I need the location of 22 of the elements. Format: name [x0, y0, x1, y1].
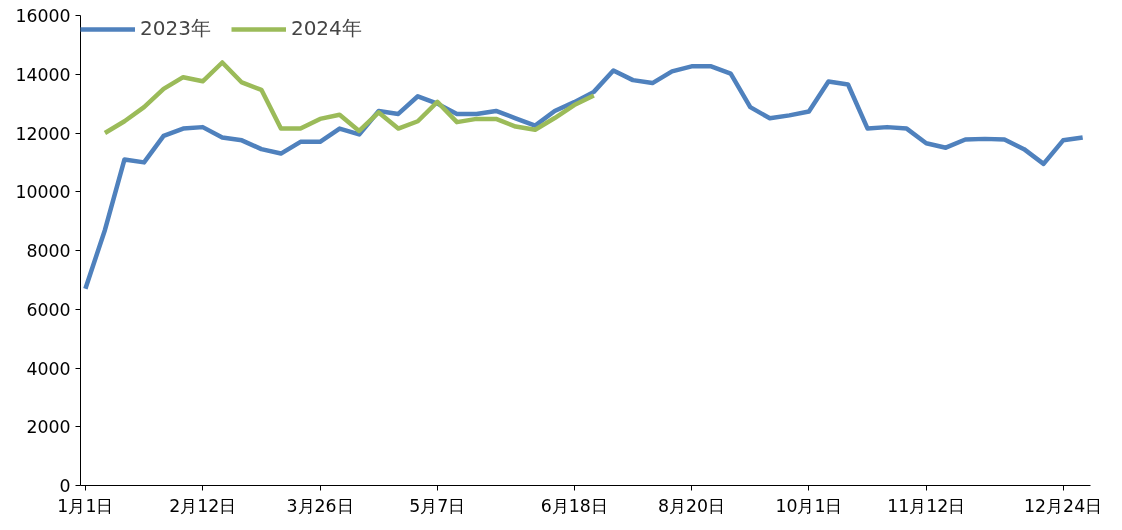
- x-tick-label: 12月24日: [1024, 495, 1103, 516]
- x-tick-label: 8月20日: [658, 495, 726, 516]
- x-tick-label: 11月12日: [887, 495, 966, 516]
- y-tick-label: 4000: [26, 358, 71, 379]
- y-tick-label: 12000: [15, 123, 71, 144]
- y-tick-label: 10000: [15, 182, 71, 203]
- x-tick-label: 1月1日: [57, 495, 114, 516]
- y-tick-label: 0: [59, 476, 71, 496]
- y-tick-label: 16000: [15, 6, 71, 26]
- y-tick-label: 14000: [15, 64, 71, 85]
- legend-label: 2024年: [290, 15, 362, 42]
- line-series: [83, 64, 1085, 291]
- x-tick-label: 10月1日: [775, 495, 843, 516]
- x-tick-label: 3月26日: [286, 495, 354, 516]
- y-tick-label: 6000: [26, 299, 71, 320]
- line-series: [102, 60, 597, 136]
- legend-label: 2023年: [140, 15, 211, 42]
- x-tick-label: 5月7日: [409, 495, 466, 516]
- y-tick-label: 2000: [26, 417, 71, 438]
- y-tick-label: 8000: [26, 241, 71, 261]
- x-tick-label: 6月18日: [540, 495, 608, 516]
- x-tick-label: 2月12日: [169, 495, 237, 516]
